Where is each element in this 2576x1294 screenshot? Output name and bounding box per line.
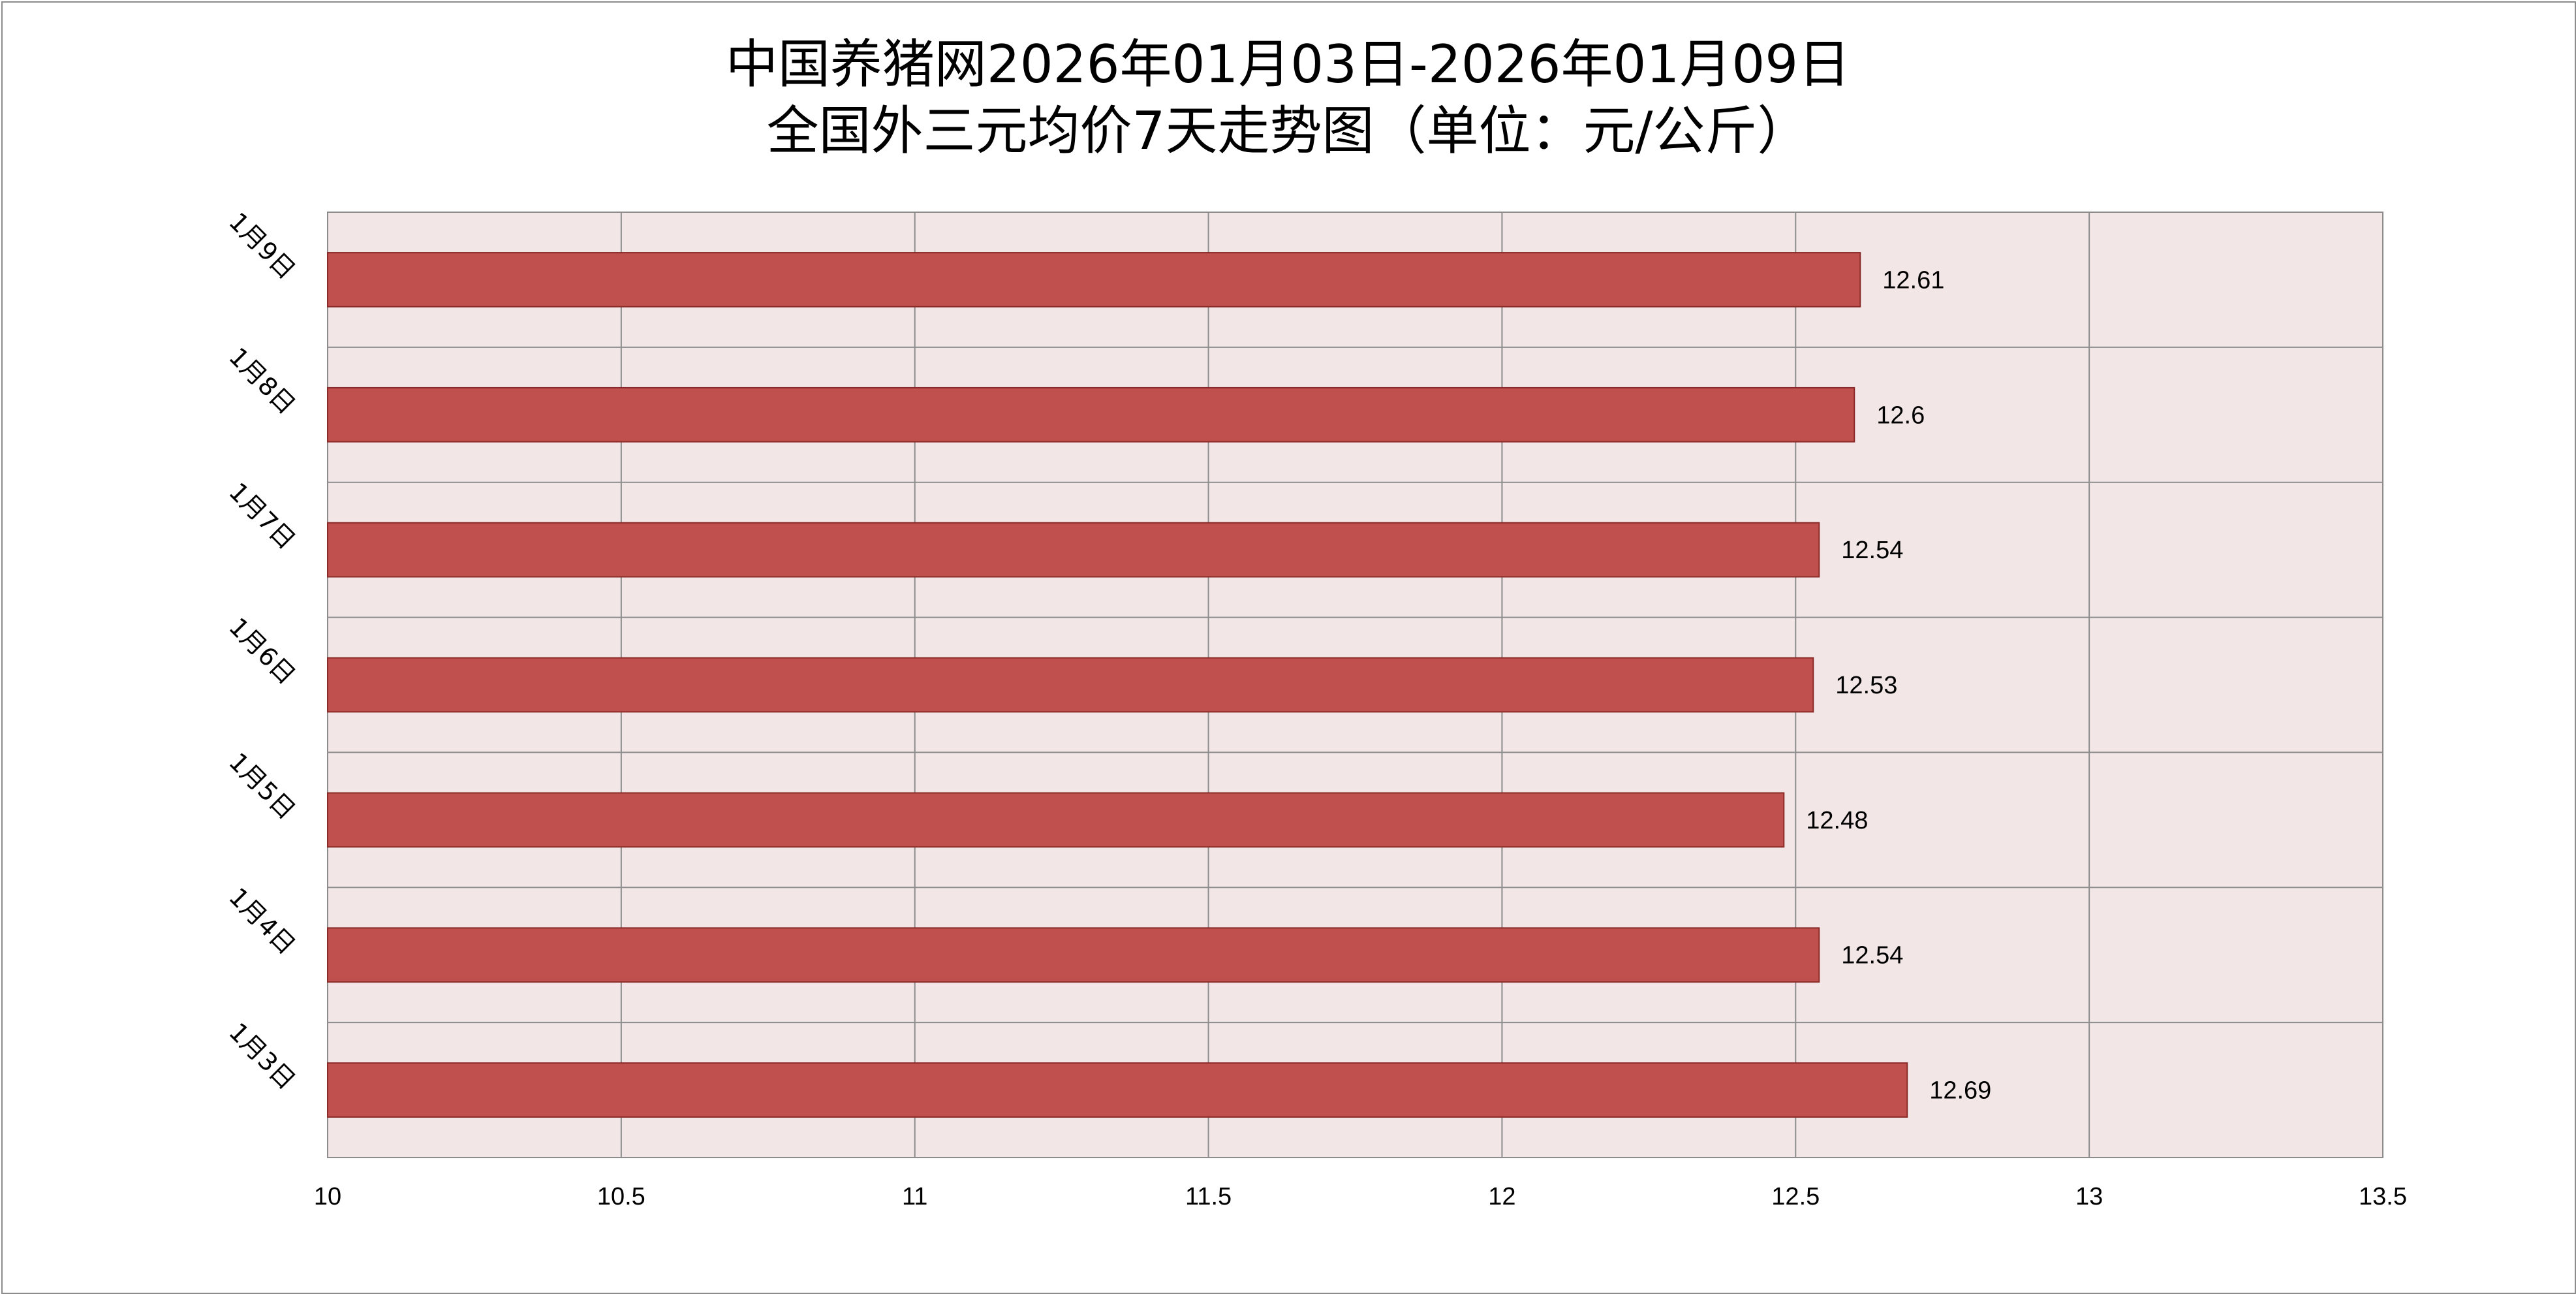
- x-tick-label: 11.5: [1185, 1183, 1232, 1210]
- bar: [327, 522, 1820, 578]
- data-label: 12.53: [1835, 672, 1897, 699]
- category-label: 1月3日: [223, 1017, 301, 1095]
- bar: [327, 657, 1814, 713]
- data-label: 12.48: [1806, 807, 1868, 834]
- category-label: 1月9日: [223, 207, 301, 285]
- x-tick-label: 13.5: [2359, 1183, 2407, 1210]
- chart-title-line-1: 中国养猪网2026年01月03日-2026年01月09日: [725, 34, 1851, 95]
- x-tick-label: 12.5: [1771, 1183, 1820, 1210]
- x-tick-label: 13: [2075, 1183, 2103, 1210]
- bar: [327, 1062, 1908, 1118]
- data-label: 12.54: [1841, 942, 1903, 970]
- chart-title: 中国养猪网2026年01月03日-2026年01月09日 全国外三元均价7天走势…: [0, 31, 2576, 165]
- x-tick-label: 12: [1488, 1183, 1515, 1210]
- category-label: 1月4日: [223, 882, 301, 960]
- category-label: 1月5日: [223, 748, 301, 825]
- data-label: 12.69: [1929, 1077, 1991, 1105]
- x-tick-label: 10.5: [597, 1183, 645, 1210]
- data-label: 12.54: [1841, 537, 1903, 564]
- bar: [327, 387, 1855, 443]
- bar: [327, 792, 1785, 848]
- category-label: 1月8日: [223, 342, 301, 420]
- chart-title-line-2: 全国外三元均价7天走势图（单位：元/公斤）: [766, 101, 1810, 161]
- category-label: 1月6日: [223, 612, 301, 690]
- data-label: 12.6: [1876, 402, 1925, 429]
- x-tick-label: 10: [314, 1183, 341, 1210]
- x-tick-label: 11: [902, 1183, 927, 1210]
- data-label: 12.61: [1882, 266, 1944, 294]
- bar: [327, 927, 1820, 983]
- bar: [327, 252, 1861, 308]
- category-label: 1月7日: [223, 477, 301, 555]
